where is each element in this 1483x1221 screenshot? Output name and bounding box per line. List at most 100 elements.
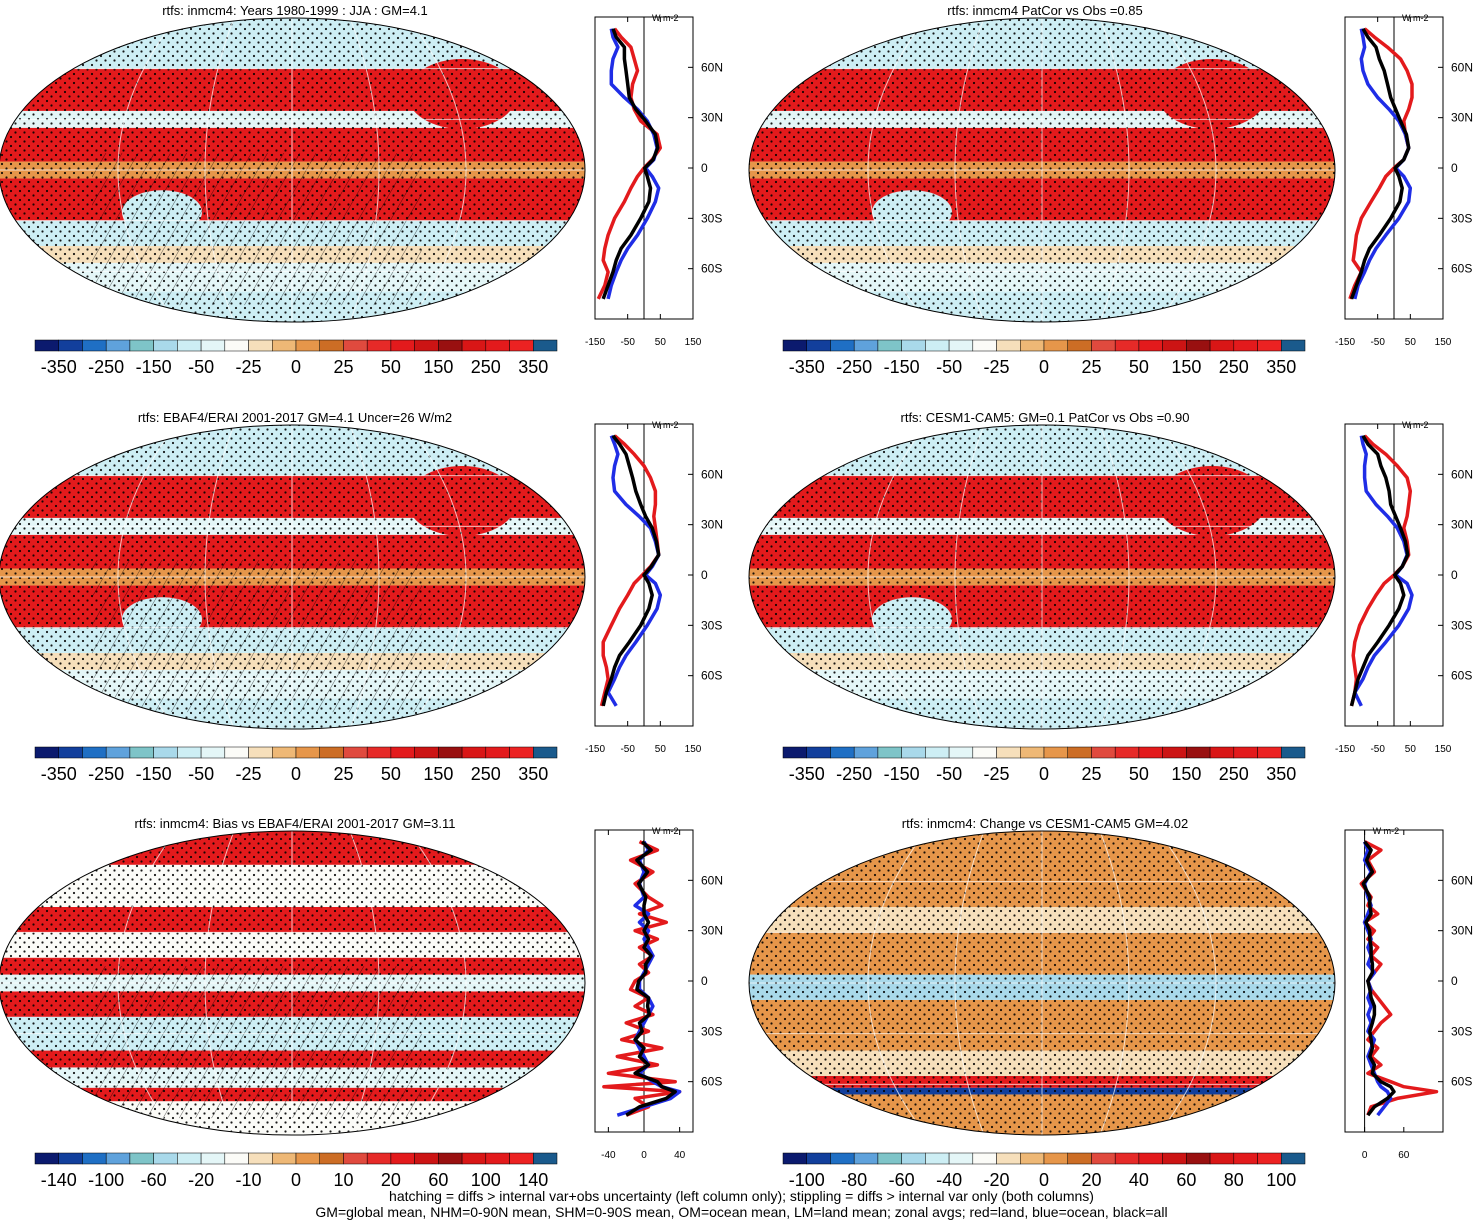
map-field: [749, 831, 1335, 1135]
x-tick-label: 0: [641, 1150, 647, 1161]
series-all: [1349, 27, 1411, 300]
y-tick-label: 60N: [701, 873, 723, 887]
colorbar-label: -350: [41, 764, 77, 784]
y-tick-label: 0: [701, 568, 708, 582]
colorbar-swatch: [1186, 1152, 1211, 1165]
colorbar-swatch: [1138, 1152, 1163, 1165]
colorbar-label: -20: [984, 1170, 1010, 1190]
colorbar-swatch: [1067, 339, 1092, 352]
zonal-profile: -150 -50 50 150 60N 30N 0 30S 60S W m-2: [585, 420, 723, 755]
colorbar-swatch: [1162, 746, 1187, 759]
colorbar-label: -25: [984, 764, 1010, 784]
colorbar-label: 250: [471, 764, 501, 784]
colorbar-swatch: [414, 1152, 439, 1165]
colorbar-label: -350: [789, 357, 825, 377]
colorbar-label: -150: [136, 764, 172, 784]
x-tick-label: 50: [655, 337, 667, 348]
panel-2: rtfs: inmcm4 PatCor vs Obs =0.85-350 -250…: [748, 3, 1473, 377]
colorbar-swatch: [366, 746, 392, 759]
graticule-lon: [1157, 18, 1217, 322]
graticule-lon: [954, 18, 985, 322]
zonal-profile: 0 60 60N 30N 0 30S 60S W m-2: [1344, 826, 1473, 1161]
graticule-lon: [867, 831, 927, 1135]
colorbar-label: 20: [1081, 1170, 1101, 1190]
colorbar-swatch: [390, 1152, 415, 1165]
map-outline: [748, 424, 1336, 730]
map-field: [0, 830, 585, 1136]
colorbar-swatch: [485, 1152, 510, 1165]
colorbar-label: 0: [1039, 1170, 1049, 1190]
colorbar-swatch: [319, 339, 344, 352]
colorbar-swatch: [82, 1152, 107, 1165]
colorbar-label: -20: [188, 1170, 214, 1190]
colorbar-label: 25: [333, 764, 353, 784]
colorbar-swatch: [1043, 1152, 1068, 1165]
colorbar-swatch: [1091, 746, 1116, 759]
colorbar-swatch: [224, 1152, 249, 1165]
colorbar-swatch: [319, 1152, 344, 1165]
colorbar-swatch: [830, 339, 855, 352]
colorbar-label: -25: [984, 357, 1010, 377]
y-tick-label: 30N: [701, 111, 723, 125]
graticule-lon: [867, 18, 927, 322]
y-tick-label: 30S: [1451, 618, 1472, 632]
colorbar-label: 250: [471, 357, 501, 377]
profile-frame: [1344, 829, 1444, 1133]
colorbar-label: 350: [518, 357, 548, 377]
unit-label: W m-2: [1402, 420, 1429, 430]
colorbar-swatch: [853, 746, 879, 759]
x-tick-label: 150: [685, 744, 702, 755]
colorbar-swatch: [533, 746, 558, 759]
colorbar-swatch: [1186, 339, 1211, 352]
colorbar-label: -60: [889, 1170, 915, 1190]
colorbar-swatch: [485, 339, 510, 352]
y-tick-label: 60S: [701, 262, 722, 276]
colorbar-swatch: [248, 1152, 273, 1165]
colorbar-swatch: [1281, 746, 1306, 759]
colorbar-swatch: [272, 746, 297, 759]
x-tick-label: -150: [1335, 744, 1355, 755]
colorbar-swatch: [1020, 1152, 1045, 1165]
colorbar-label: -250: [836, 357, 872, 377]
colorbar-label: 350: [1266, 764, 1296, 784]
colorbar-swatch: [925, 339, 950, 352]
colorbar-swatch: [509, 1152, 534, 1165]
colorbar-swatch: [782, 746, 807, 759]
colorbar-swatch: [105, 1152, 131, 1165]
colorbar-swatch: [830, 746, 855, 759]
graticule-lon: [954, 425, 985, 729]
x-tick-label: -150: [585, 337, 605, 348]
unit-label: W m-2: [1402, 13, 1429, 23]
y-tick-label: 0: [701, 974, 708, 988]
colorbar-swatch: [343, 746, 368, 759]
hatching: [92, 153, 422, 306]
colorbar-swatch: [972, 339, 997, 352]
colorbar-swatch: [782, 1152, 807, 1165]
y-tick-label: 30N: [1451, 518, 1473, 532]
panel-5: rtfs: inmcm4: Bias vs EBAF4/ERAI 2001-20…: [0, 816, 723, 1190]
panel-title: rtfs: CESM1-CAM5: GM=0.1 PatCor vs Obs =…: [901, 410, 1190, 425]
colorbar-swatch: [153, 1152, 178, 1165]
graticule-lon: [1099, 831, 1130, 1135]
colorbar-label: -25: [236, 357, 262, 377]
colorbar-swatch: [343, 1152, 368, 1165]
colorbar-swatch: [461, 1152, 487, 1165]
x-tick-label: 50: [655, 744, 667, 755]
colorbar-swatch: [366, 1152, 392, 1165]
colorbar-swatch: [438, 1152, 463, 1165]
x-tick-label: 150: [685, 337, 702, 348]
x-tick-label: -50: [620, 337, 635, 348]
map-outline: [0, 424, 586, 730]
x-tick-label: -40: [601, 1150, 616, 1161]
colorbar-swatch: [343, 339, 368, 352]
x-tick-label: 150: [1435, 337, 1452, 348]
colorbar-label: 150: [423, 357, 453, 377]
hatching: [92, 966, 422, 1119]
colorbar-swatch: [1257, 1152, 1282, 1165]
graticule-lon: [204, 830, 235, 1136]
map-field: [749, 18, 1335, 322]
x-tick-label: 50: [1405, 337, 1417, 348]
series-all: [601, 28, 660, 300]
panel-title: rtfs: inmcm4: Change vs CESM1-CAM5 GM=4.…: [902, 816, 1188, 831]
colorbar-swatch: [319, 746, 344, 759]
